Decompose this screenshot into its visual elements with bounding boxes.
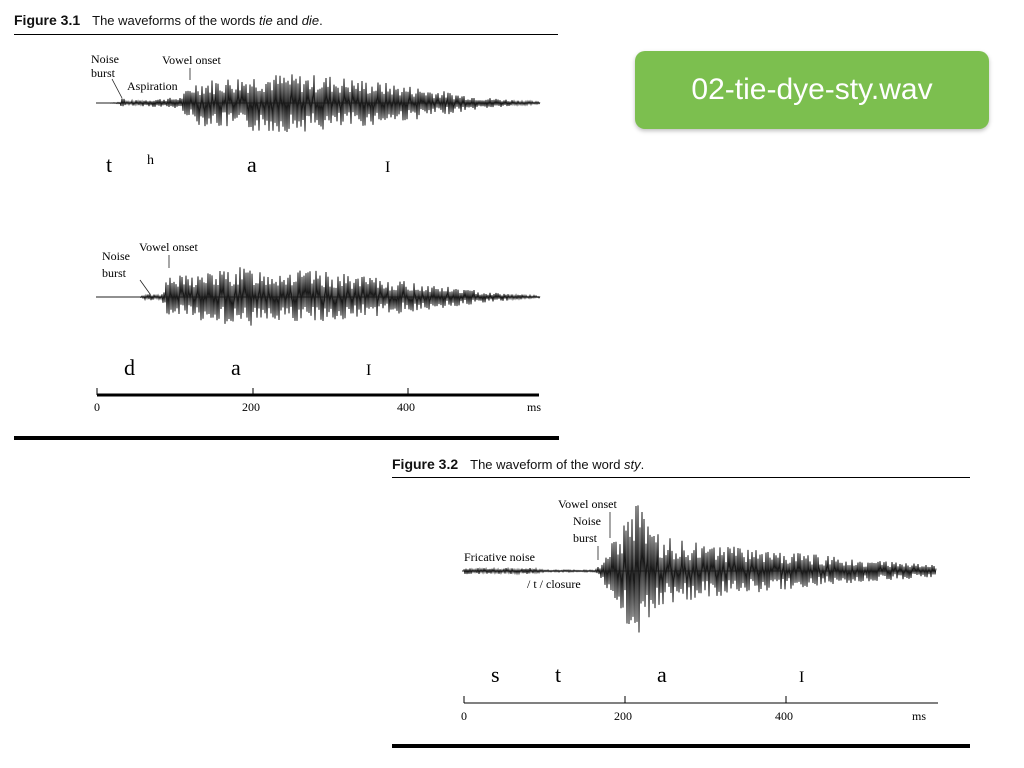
sty-waveform xyxy=(463,505,937,633)
die-annotation-burst: burst xyxy=(102,266,127,280)
tie-waveform xyxy=(109,74,541,133)
tie-annotation-vowel-onset: Vowel onset xyxy=(162,53,221,67)
sty-waveform-panel: Vowel onset Noise burst Fricative noise … xyxy=(462,497,937,687)
figure-3-2-number: Figure 3.2 xyxy=(392,456,459,472)
caption-text: . xyxy=(640,457,645,472)
axis-tick-label-200: 200 xyxy=(242,400,260,414)
axis-unit-label: ms xyxy=(912,709,926,723)
caption-text: The waveform of the word xyxy=(470,457,625,472)
figure-3-2-time-axis: 0 200 400 ms xyxy=(461,696,938,723)
sty-annotation-noise: Noise xyxy=(573,514,601,528)
caption-text: . xyxy=(319,13,323,28)
die-burst-pointer xyxy=(139,279,151,295)
tie-waveform-panel: Noise burst Vowel onset Aspiration t h a… xyxy=(91,52,541,177)
tie-annotation-burst: burst xyxy=(91,66,116,80)
tie-burst-pointer xyxy=(111,78,123,99)
axis-tick-label-400: 400 xyxy=(397,400,415,414)
tie-phone-I: I xyxy=(385,159,390,176)
die-phone-d: d xyxy=(124,355,135,380)
die-waveform xyxy=(139,267,541,326)
filename-badge[interactable]: 02-tie-dye-sty.wav xyxy=(635,51,989,129)
sty-phone-I: I xyxy=(799,669,804,686)
figure-3-1-caption: The waveforms of the words tie and die. xyxy=(92,13,323,28)
figure-3-1-top-rule xyxy=(14,34,558,35)
sty-annotation-burst: burst xyxy=(573,531,598,545)
tie-phone-a: a xyxy=(247,152,257,177)
caption-word-sty: sty xyxy=(624,457,641,472)
figure-3-2-title: Figure 3.2 The waveform of the word sty. xyxy=(392,456,644,472)
caption-word-die: die xyxy=(301,13,320,28)
axis-tick-label-0: 0 xyxy=(461,709,467,723)
sty-phone-s: s xyxy=(491,662,500,687)
filename-label: 02-tie-dye-sty.wav xyxy=(691,73,933,106)
tie-phone-h: h xyxy=(147,153,154,168)
figure-3-1-time-axis: 0 200 400 ms xyxy=(94,388,541,414)
figure-3-1-number: Figure 3.1 xyxy=(14,12,81,28)
axis-tick-label-0: 0 xyxy=(94,400,100,414)
figure-3-1-bottom-rule xyxy=(14,436,559,440)
axis-tick-label-400: 400 xyxy=(775,709,793,723)
die-phone-I: I xyxy=(366,362,371,379)
tie-annotation-aspiration: Aspiration xyxy=(127,79,178,93)
die-annotation-vowel-onset: Vowel onset xyxy=(139,240,198,254)
sty-annotation-fricative-noise: Fricative noise xyxy=(464,550,535,564)
die-phone-a: a xyxy=(231,355,241,380)
sty-annotation-vowel-onset: Vowel onset xyxy=(558,497,617,511)
caption-text: and xyxy=(272,13,302,28)
die-waveform-panel: Noise burst Vowel onset d a I xyxy=(96,240,541,380)
caption-text: The waveforms of the words xyxy=(92,13,260,28)
axis-tick-label-200: 200 xyxy=(614,709,632,723)
die-annotation-noise: Noise xyxy=(102,249,130,263)
axis-unit-label: ms xyxy=(527,400,541,414)
sty-annotation-t-closure: / t / closure xyxy=(527,577,581,591)
figure-3-2-caption: The waveform of the word sty. xyxy=(470,457,644,472)
sty-phone-a: a xyxy=(657,662,667,687)
figure-3-1-title: Figure 3.1 The waveforms of the words tie… xyxy=(14,12,323,28)
tie-phone-t: t xyxy=(106,152,112,177)
caption-word-tie: tie xyxy=(259,13,273,28)
figure-3-2-bottom-rule xyxy=(392,744,970,748)
sty-phone-t: t xyxy=(555,662,561,687)
tie-annotation-noise: Noise xyxy=(91,52,119,66)
figure-3-2-top-rule xyxy=(392,477,970,478)
